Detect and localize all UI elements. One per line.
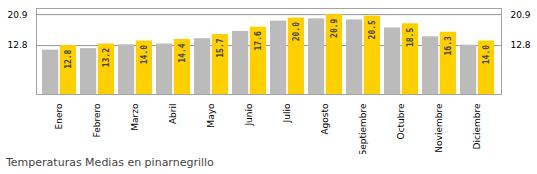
svg-text:Agosto: Agosto bbox=[320, 103, 330, 135]
svg-text:20.9: 20.9 bbox=[330, 18, 339, 37]
svg-text:15.7: 15.7 bbox=[216, 38, 225, 57]
svg-text:20.0: 20.0 bbox=[292, 22, 301, 41]
svg-text:14.4: 14.4 bbox=[178, 43, 187, 62]
svg-text:Marzo: Marzo bbox=[130, 103, 140, 131]
svg-text:13.2: 13.2 bbox=[102, 48, 111, 67]
svg-text:Febrero: Febrero bbox=[92, 103, 102, 137]
svg-text:20.9: 20.9 bbox=[511, 9, 531, 19]
svg-text:Octubre: Octubre bbox=[396, 103, 406, 139]
svg-text:12.8: 12.8 bbox=[64, 49, 73, 68]
svg-text:Enero: Enero bbox=[54, 103, 64, 129]
svg-text:20.5: 20.5 bbox=[368, 20, 377, 39]
svg-text:Junio: Junio bbox=[244, 103, 254, 127]
svg-text:12.8: 12.8 bbox=[7, 40, 27, 50]
svg-text:Julio: Julio bbox=[282, 103, 292, 123]
svg-text:Septiembre: Septiembre bbox=[358, 103, 368, 154]
svg-text:20.9: 20.9 bbox=[7, 9, 27, 19]
svg-text:14.0: 14.0 bbox=[140, 45, 149, 64]
html-text:Temperaturas Medias en pinarne: Temperaturas Medias en pinarnegrillo bbox=[6, 156, 214, 169]
svg-text:12.8: 12.8 bbox=[511, 40, 531, 50]
svg-text:14.0: 14.0 bbox=[482, 45, 491, 64]
svg-text:Abril: Abril bbox=[168, 104, 178, 125]
svg-text:Noviembre: Noviembre bbox=[434, 103, 444, 153]
svg-text:Mayo: Mayo bbox=[206, 103, 216, 128]
svg-text:17.6: 17.6 bbox=[254, 31, 263, 50]
svg-text:16.3: 16.3 bbox=[444, 36, 453, 55]
svg-text:18.5: 18.5 bbox=[406, 28, 415, 47]
svg-text:Diciembre: Diciembre bbox=[472, 103, 482, 149]
